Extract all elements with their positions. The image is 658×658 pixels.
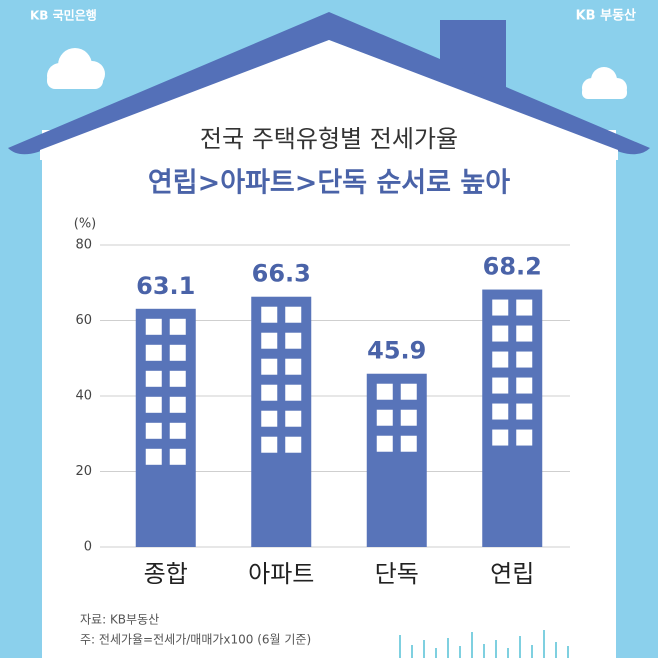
window [145, 318, 162, 335]
window [261, 410, 278, 427]
chart-title: 전국 주택유형별 전세가율 [200, 125, 458, 153]
bar [482, 289, 543, 547]
window [376, 383, 393, 400]
window [492, 403, 509, 420]
brand-right: KB 부동산 [576, 8, 636, 24]
window [285, 358, 302, 375]
brand-left: KB 국민은행 [30, 8, 97, 23]
value-label: 45.9 [367, 337, 426, 365]
window [492, 429, 509, 446]
window [169, 318, 186, 335]
y-tick-label: 40 [75, 389, 92, 404]
window [261, 306, 278, 323]
window [285, 332, 302, 349]
window [145, 370, 162, 387]
window [145, 344, 162, 361]
house-gable [40, 40, 618, 160]
window [145, 396, 162, 413]
window [169, 448, 186, 465]
window [516, 403, 533, 420]
x-tick-label: 연립 [490, 560, 534, 588]
window [492, 377, 509, 394]
decoration [399, 630, 569, 658]
window [285, 384, 302, 401]
x-tick-label: 아파트 [248, 560, 314, 588]
window [261, 436, 278, 453]
window [492, 351, 509, 368]
y-tick-label: 20 [75, 464, 92, 479]
x-tick-label: 단독 [375, 560, 419, 588]
window [376, 409, 393, 426]
value-label: 66.3 [252, 260, 311, 288]
value-label: 63.1 [136, 272, 195, 300]
bar [366, 373, 427, 547]
window [516, 377, 533, 394]
window [145, 448, 162, 465]
window [516, 299, 533, 316]
window [285, 436, 302, 453]
window [169, 422, 186, 439]
window [261, 332, 278, 349]
window [400, 409, 417, 426]
window [516, 429, 533, 446]
window [400, 435, 417, 452]
value-label: 68.2 [483, 253, 542, 281]
window [400, 383, 417, 400]
bar [251, 296, 312, 547]
window [285, 410, 302, 427]
y-tick-label: 0 [84, 540, 92, 555]
chart-subtitle: 연립>아파트>단독 순서로 높아 [148, 168, 510, 199]
x-tick-label: 종합 [144, 560, 188, 588]
window [261, 384, 278, 401]
y-axis-label: (%) [74, 217, 97, 232]
window [516, 351, 533, 368]
window [492, 299, 509, 316]
footnote: 주: 전세가율=전세가/매매가x100 (6월 기준) [80, 633, 311, 647]
window [169, 370, 186, 387]
window [516, 325, 533, 342]
window [169, 396, 186, 413]
window [169, 344, 186, 361]
window [145, 422, 162, 439]
cloud [47, 48, 627, 99]
y-tick-label: 80 [75, 238, 92, 253]
window [285, 306, 302, 323]
bar [135, 308, 196, 547]
window [492, 325, 509, 342]
window [376, 435, 393, 452]
window [261, 358, 278, 375]
y-tick-label: 60 [75, 313, 92, 328]
footnote: 자료: KB부동산 [80, 613, 159, 627]
